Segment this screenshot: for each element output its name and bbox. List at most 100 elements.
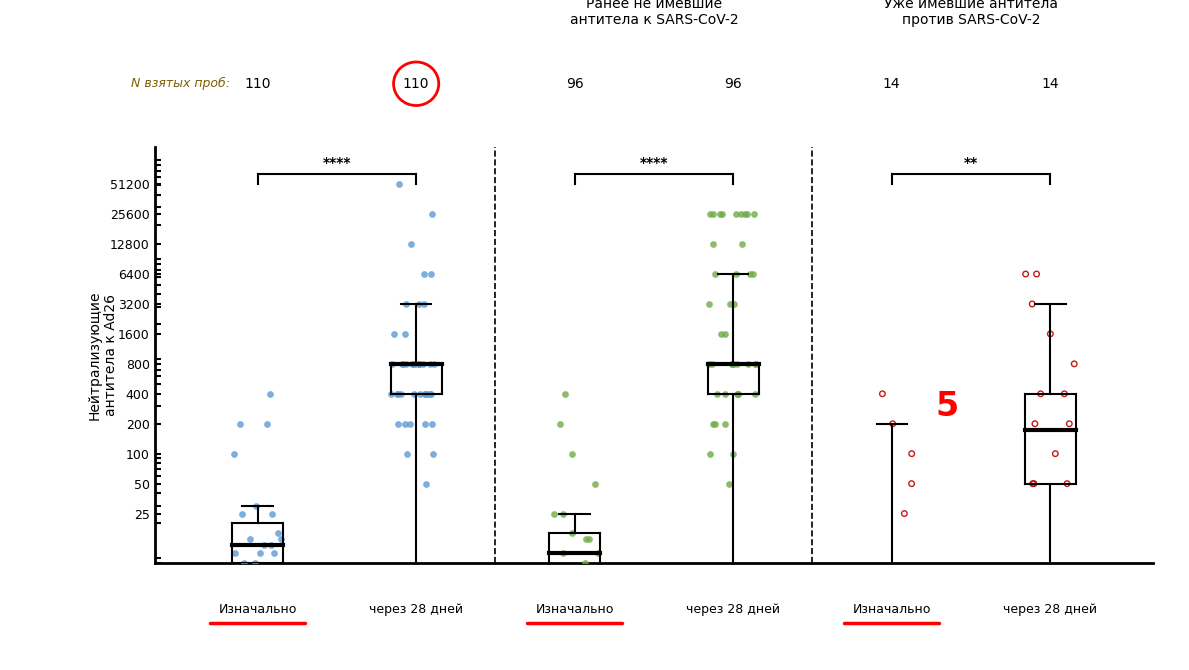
Point bbox=[726, 269, 746, 279]
Point bbox=[728, 578, 747, 588]
Point bbox=[234, 557, 253, 568]
Point bbox=[723, 358, 742, 369]
Point bbox=[1040, 328, 1059, 339]
Point bbox=[246, 500, 265, 511]
Point bbox=[712, 328, 731, 339]
Point bbox=[1025, 418, 1044, 429]
Text: ****: **** bbox=[322, 155, 351, 170]
Point bbox=[265, 548, 284, 559]
Point bbox=[905, 578, 924, 588]
Point bbox=[409, 299, 428, 310]
Point bbox=[1064, 358, 1083, 369]
Point bbox=[554, 509, 573, 519]
Text: 96: 96 bbox=[566, 77, 584, 90]
Point bbox=[262, 540, 281, 551]
Point bbox=[883, 418, 902, 429]
Text: 110: 110 bbox=[245, 77, 271, 90]
Point bbox=[555, 578, 574, 588]
Point bbox=[415, 389, 434, 399]
Point bbox=[1020, 578, 1039, 588]
Point bbox=[905, 578, 924, 588]
Point bbox=[424, 358, 443, 369]
Point bbox=[553, 548, 572, 559]
Point bbox=[384, 328, 403, 339]
Point bbox=[420, 358, 439, 369]
Point bbox=[1034, 578, 1053, 588]
Point bbox=[723, 358, 742, 369]
Point bbox=[589, 548, 608, 559]
Point bbox=[746, 389, 765, 399]
Point bbox=[737, 578, 756, 588]
Point bbox=[725, 299, 744, 310]
Point bbox=[564, 578, 583, 588]
Point bbox=[747, 358, 766, 369]
Point bbox=[405, 358, 424, 369]
Point bbox=[895, 509, 914, 519]
Point bbox=[712, 209, 731, 220]
Point bbox=[258, 578, 277, 588]
Point bbox=[548, 578, 567, 588]
Point bbox=[389, 418, 408, 429]
Point bbox=[730, 578, 749, 588]
Point bbox=[263, 509, 282, 519]
Point bbox=[723, 358, 742, 369]
Point bbox=[227, 578, 246, 588]
Point bbox=[410, 389, 429, 399]
Point bbox=[382, 389, 401, 399]
Point bbox=[907, 578, 926, 588]
Point bbox=[732, 239, 751, 249]
Point bbox=[383, 358, 402, 369]
Point bbox=[1046, 448, 1065, 459]
Point bbox=[231, 418, 250, 429]
Point bbox=[710, 209, 729, 220]
Point bbox=[700, 448, 719, 459]
Point bbox=[729, 389, 748, 399]
Point bbox=[388, 578, 407, 588]
Point bbox=[870, 578, 889, 588]
Text: N взятых проб:: N взятых проб: bbox=[131, 77, 229, 90]
Point bbox=[422, 209, 441, 220]
Point bbox=[262, 578, 281, 588]
Text: 14: 14 bbox=[1042, 77, 1059, 90]
Point bbox=[260, 389, 279, 399]
Point bbox=[551, 418, 570, 429]
Point bbox=[415, 299, 434, 310]
Point bbox=[397, 448, 416, 459]
Text: ****: **** bbox=[640, 155, 668, 170]
Point bbox=[723, 448, 742, 459]
Point bbox=[879, 578, 898, 588]
Point bbox=[1028, 578, 1048, 588]
Point bbox=[735, 578, 754, 588]
Point bbox=[410, 358, 429, 369]
Text: через 28 дней: через 28 дней bbox=[686, 603, 780, 616]
Point bbox=[396, 418, 415, 429]
Point bbox=[1059, 418, 1078, 429]
Point bbox=[1021, 578, 1040, 588]
Point bbox=[1027, 269, 1046, 279]
Text: через 28 дней: через 28 дней bbox=[369, 603, 464, 616]
Point bbox=[883, 578, 902, 588]
Text: через 28 дней: через 28 дней bbox=[1004, 603, 1097, 616]
Point bbox=[744, 209, 763, 220]
Point bbox=[1024, 478, 1043, 489]
Point bbox=[229, 578, 249, 588]
Point bbox=[547, 578, 566, 588]
Point bbox=[726, 209, 746, 220]
Point bbox=[396, 299, 415, 310]
Point bbox=[268, 527, 287, 538]
Point bbox=[575, 557, 594, 568]
Point bbox=[398, 578, 417, 588]
Point bbox=[721, 299, 740, 310]
Point bbox=[705, 269, 724, 279]
Point bbox=[872, 578, 891, 588]
Point bbox=[546, 578, 565, 588]
Point bbox=[1025, 478, 1044, 489]
Point bbox=[586, 578, 605, 588]
Point bbox=[744, 269, 763, 279]
Point bbox=[410, 358, 429, 369]
Point bbox=[262, 578, 281, 588]
Point bbox=[704, 209, 723, 220]
Point bbox=[545, 509, 564, 519]
Point bbox=[388, 389, 407, 399]
Text: 5: 5 bbox=[936, 390, 958, 423]
